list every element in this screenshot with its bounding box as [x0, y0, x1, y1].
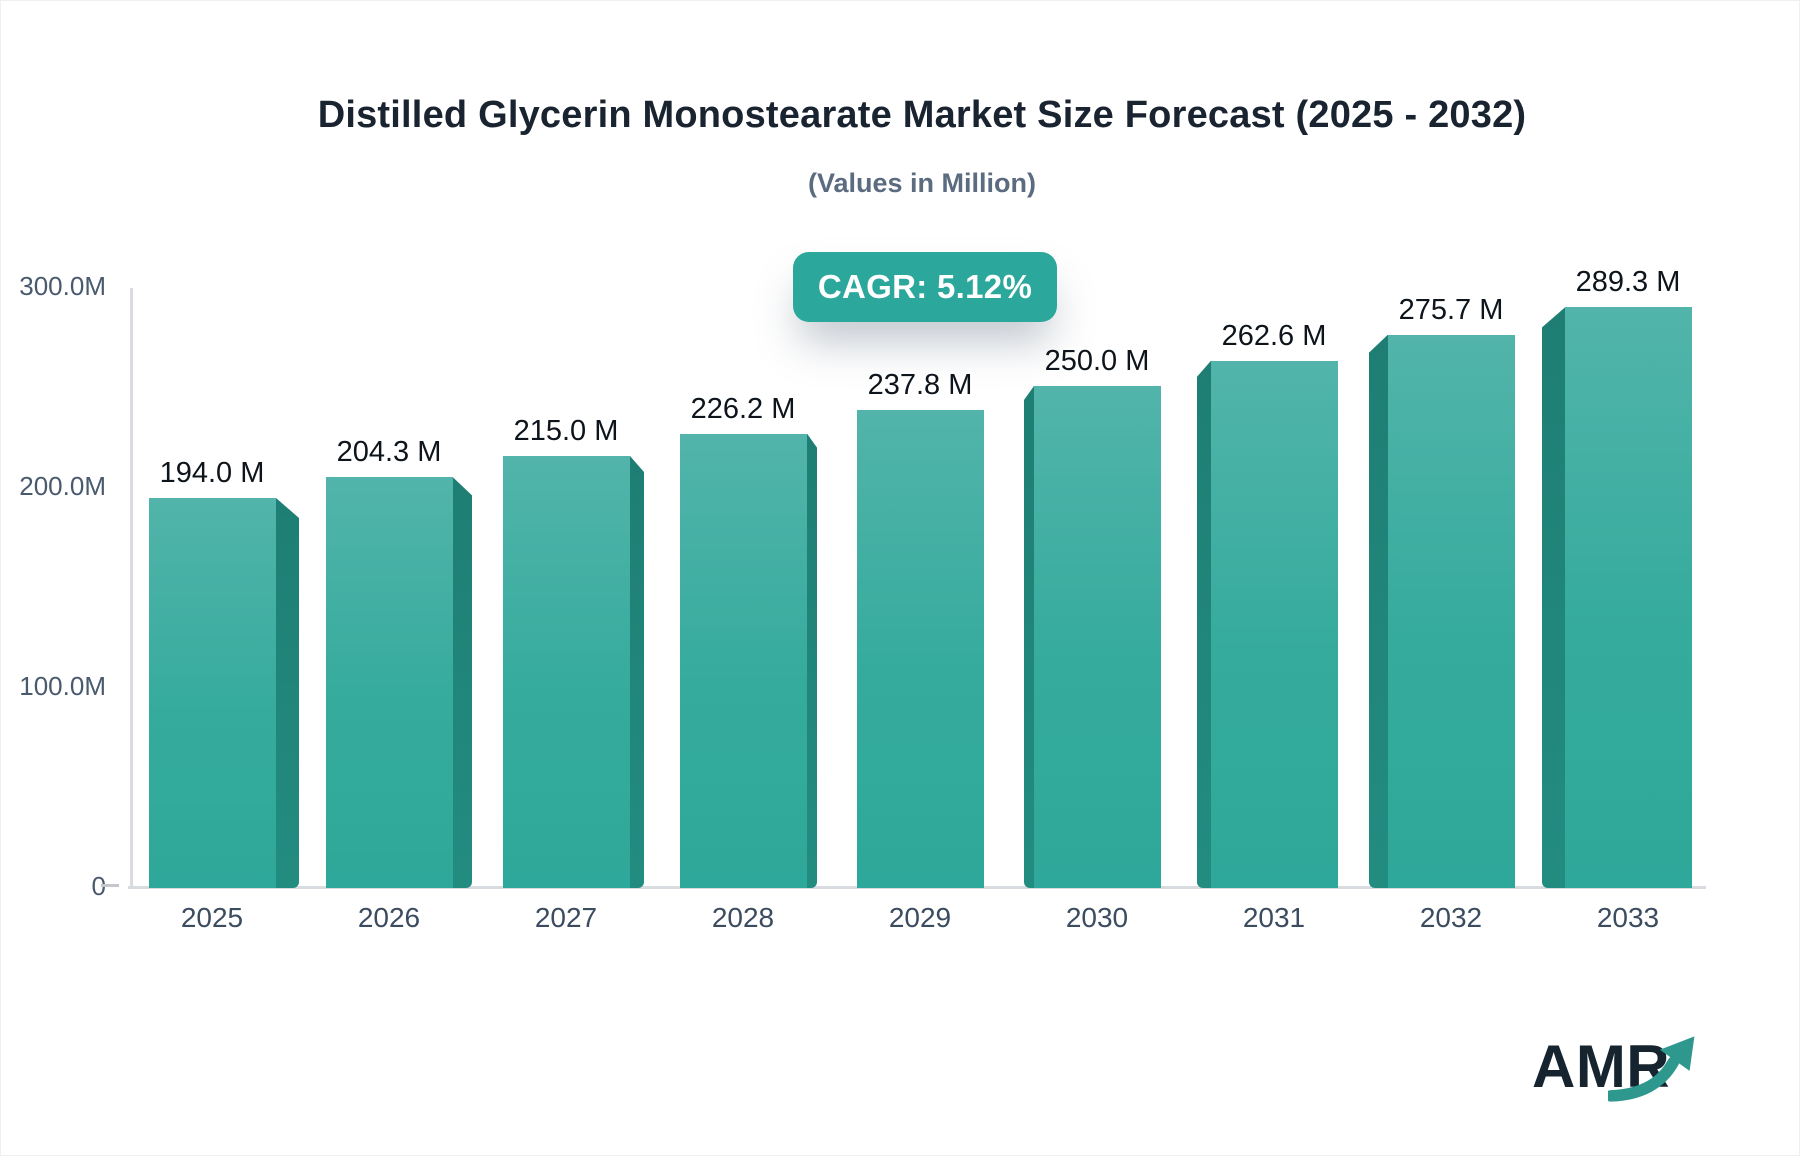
bar-side-face-2030 [1024, 386, 1034, 888]
bar-value-label-2026: 204.3 M [336, 436, 442, 469]
growth-arrow-icon [1608, 1036, 1695, 1102]
x-tick-label-2029: 2029 [888, 902, 952, 933]
bar-side-face-2033 [1542, 307, 1565, 888]
cagr-badge-label: CAGR: 5.12% [817, 268, 1033, 305]
x-tick-label-2028: 2028 [711, 902, 775, 933]
bar-face-2030 [1034, 386, 1161, 888]
bar-value-label-2028: 226.2 M [690, 392, 796, 425]
zero-tick-mark [101, 884, 119, 887]
bar-side-face-2027 [630, 456, 644, 888]
chart-title: Distilled Glycerin Monostearate Market S… [317, 94, 1527, 136]
bar-side-face-2026 [453, 477, 472, 888]
y-tick-label: 300.0M [19, 271, 106, 301]
x-tick-label-2027: 2027 [534, 902, 598, 933]
bar-value-label-2029: 237.8 M [867, 369, 973, 402]
cagr-badge: CAGR: 5.12% [793, 252, 1057, 322]
x-tick-label-2031: 2031 [1242, 902, 1306, 933]
chart-subtitle: (Values in Million) [807, 168, 1037, 198]
x-tick-label-2032: 2032 [1419, 902, 1483, 933]
x-tick-label-2033: 2033 [1596, 902, 1660, 933]
bar-value-label-2032: 275.7 M [1398, 293, 1504, 326]
bar-value-label-2033: 289.3 M [1575, 266, 1681, 299]
y-tick-label: 0 [91, 871, 106, 901]
bar-face-2031 [1211, 360, 1338, 888]
y-tick-label: 200.0M [19, 471, 106, 501]
x-tick-label-2025: 2025 [180, 902, 244, 933]
bar-value-label-2025: 194.0 M [159, 457, 265, 489]
y-tick-label: 100.0M [19, 671, 106, 701]
bar-face-2029 [857, 410, 984, 888]
x-tick-label-2030: 2030 [1065, 902, 1129, 933]
y-axis-line [130, 288, 133, 889]
bar-side-face-2031 [1197, 360, 1211, 888]
amr-logo: AMR [1532, 1032, 1732, 1116]
bar-face-2026 [326, 477, 453, 888]
bar-side-face-2028 [807, 433, 817, 888]
bar-face-2032 [1388, 334, 1515, 888]
bar-value-label-2031: 262.6 M [1221, 319, 1327, 352]
bar-value-label-2027: 215.0 M [513, 415, 619, 447]
bar-face-2028 [680, 433, 807, 888]
bar-face-2027 [503, 456, 630, 888]
bar-side-face-2032 [1369, 334, 1388, 888]
bar-value-label-2030: 250.0 M [1044, 345, 1150, 377]
bar-face-2033 [1565, 307, 1692, 888]
x-tick-label-2026: 2026 [357, 902, 421, 933]
bar-face-2025 [149, 498, 276, 888]
bar-side-face-2025 [276, 498, 299, 888]
